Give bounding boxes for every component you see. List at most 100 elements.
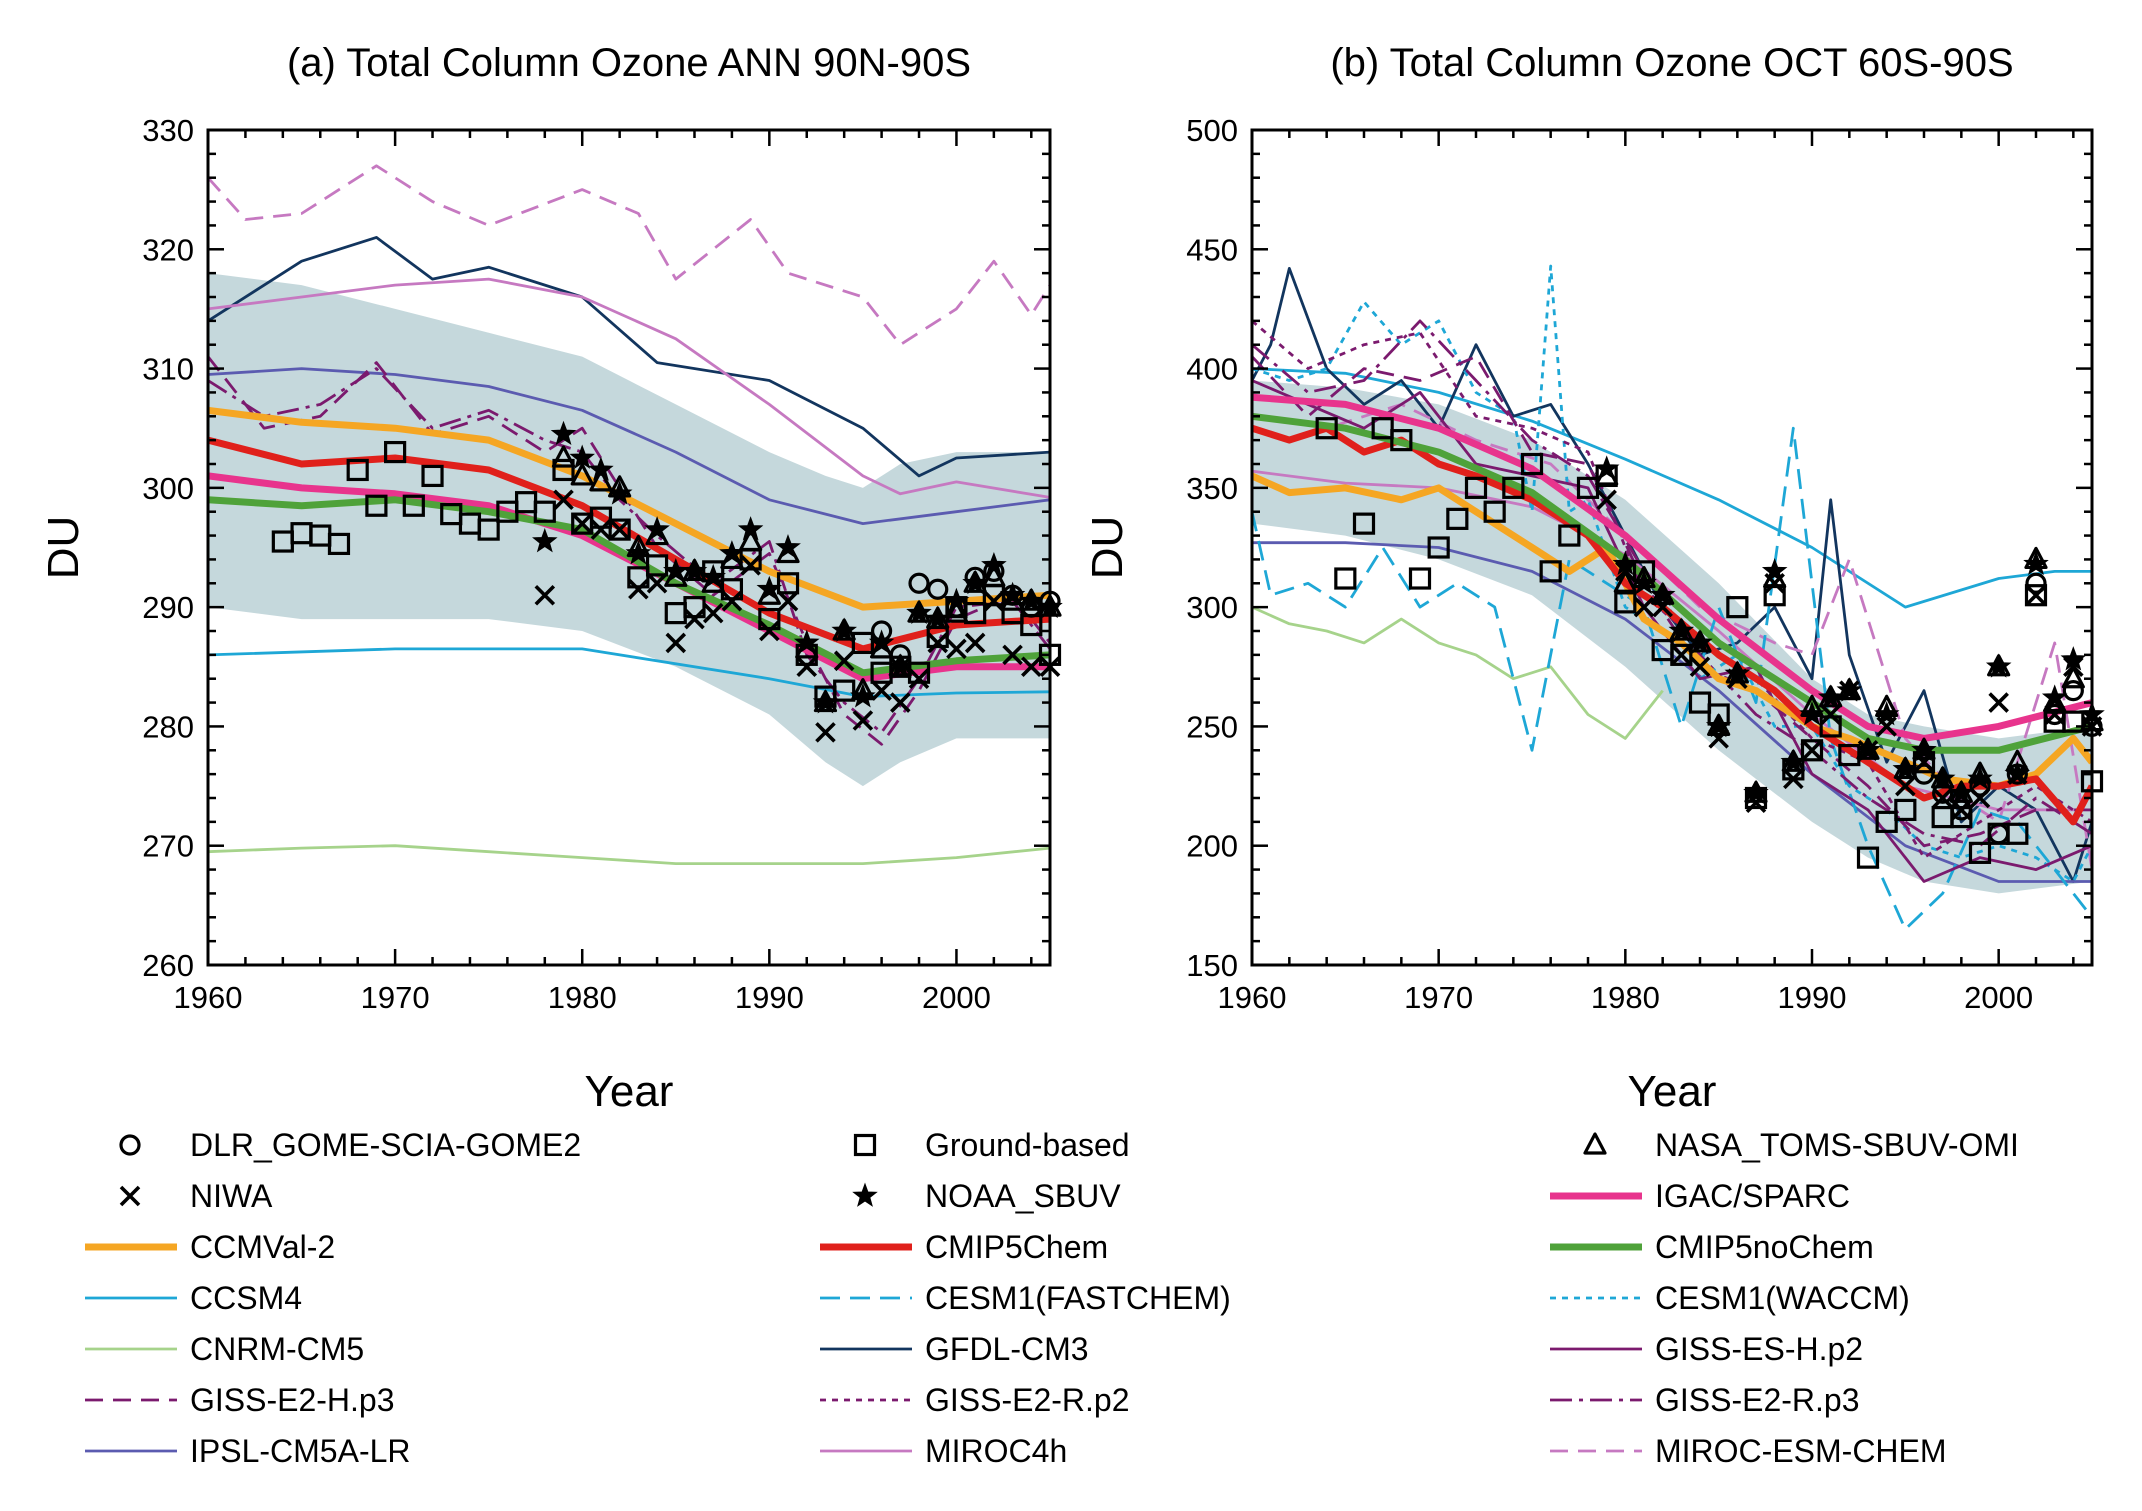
data-point (590, 519, 612, 540)
data-point (1800, 739, 1824, 762)
legend-item-nasa-toms-sbuv-omi: NASA_TOMS-SBUV-OMI (1583, 1127, 2019, 1163)
legend-label: GISS-E2-H.p3 (190, 1382, 395, 1418)
data-point (1688, 691, 1712, 714)
data-point (1649, 581, 1676, 607)
series-line-ccsm4 (1252, 367, 2092, 609)
data-point (964, 632, 986, 654)
legend-item-miroc4h: MIROC4h (820, 1433, 1067, 1469)
series-line-miroc-esm-chem (208, 164, 1050, 347)
legend-label: CESM1(FASTCHEM) (925, 1280, 1231, 1316)
data-point (1948, 779, 1975, 805)
series-line-cesm1-fastchem- (1252, 426, 2092, 931)
panel-a: 1960 1970 1980 1990 2000 260 270 280 290 300 310 32… (39, 41, 1063, 1116)
data-point (1633, 596, 1655, 618)
data-point (721, 590, 743, 612)
x-tick-label: 2000 (922, 980, 991, 1015)
series-line-ccmval-2 (208, 406, 1050, 611)
data-point (684, 608, 705, 630)
y-tick-label: 300 (142, 471, 194, 506)
data-point (609, 519, 630, 540)
legend-item-igac-sparc: IGAC/SPARC (1550, 1178, 1850, 1214)
data-point (346, 458, 369, 482)
x-tick-label: 1960 (174, 980, 243, 1015)
data-point (1988, 823, 2010, 845)
data-point (1911, 736, 1937, 762)
data-point (890, 692, 911, 713)
data-point (927, 632, 949, 654)
plot-frame (1250, 128, 2094, 967)
x-tick-label: 2000 (1964, 980, 2033, 1015)
data-point (1612, 550, 1639, 576)
legend-label: IPSL-CM5A-LR (190, 1433, 411, 1469)
data-point (759, 620, 780, 642)
data-point (1724, 660, 1751, 685)
legend-item-dlr-gome-scia-gome2: DLR_GOME-SCIA-GOME2 (119, 1127, 581, 1163)
data-point (906, 599, 932, 624)
legend-label: MIROC4h (925, 1433, 1067, 1469)
chart-title: (a) Total Column Ozone ANN 90N-90S (287, 41, 971, 85)
series-line-miroc-esm-chem (1252, 403, 2092, 870)
data-point (2062, 680, 2084, 702)
data-point (852, 710, 874, 731)
data-point (1969, 787, 1991, 809)
data-point (1817, 684, 1844, 709)
y-axis-label: DU (1083, 516, 1132, 580)
data-point (981, 551, 1007, 577)
data-point (1483, 500, 1506, 523)
legend-label: CESM1(WACCM) (1655, 1280, 1910, 1316)
data-point (1799, 701, 1825, 726)
data-point (608, 518, 631, 541)
data-point (2023, 550, 2049, 576)
data-point (850, 683, 876, 708)
data-point (1464, 476, 1488, 499)
data-point (775, 534, 801, 559)
data-point (1427, 536, 1450, 559)
data-point (2025, 584, 2047, 606)
data-point (1021, 656, 1042, 678)
y-tick-label: 270 (142, 829, 194, 864)
data-point (1390, 429, 1413, 452)
legend-item-ipsl-cm5a-lr: IPSL-CM5A-LR (85, 1433, 411, 1469)
legend-label: CCMVal-2 (190, 1229, 335, 1265)
data-point (1018, 587, 1045, 613)
data-point (2061, 666, 2085, 689)
data-point (421, 464, 444, 488)
legend-marker (853, 1133, 877, 1157)
data-point (1446, 507, 1469, 530)
data-point (681, 557, 708, 583)
data-point (793, 629, 820, 654)
legend-label: MIROC-ESM-CHEM (1655, 1433, 1947, 1469)
data-point (1988, 692, 2009, 713)
y-tick-label: 350 (1186, 471, 1238, 506)
data-point (943, 587, 970, 613)
series-line-ipsl-cm5a-lr (208, 367, 1050, 525)
data-point (2044, 704, 2065, 725)
data-point (1705, 712, 1732, 738)
data-point (1873, 701, 1900, 726)
data-point (665, 632, 687, 654)
series-line-igac-sparc (1252, 393, 2092, 742)
legend-item-cmip5chem: CMIP5Chem (820, 1229, 1108, 1265)
data-point (1875, 810, 1898, 833)
y-axis-label: DU (39, 516, 88, 580)
data-point (740, 555, 761, 576)
data-point (534, 584, 556, 606)
data-point (1726, 596, 1749, 619)
data-point (569, 444, 595, 469)
legend-marker (852, 1182, 878, 1207)
legend-label: GISS-E2-R.p2 (925, 1382, 1130, 1418)
y-tick-label: 310 (142, 352, 194, 387)
data-point (1631, 569, 1657, 595)
data-point (1745, 792, 1767, 814)
y-tick-label: 290 (142, 590, 194, 625)
y-tick-label: 150 (1186, 948, 1238, 983)
y-tick-label: 200 (1186, 829, 1238, 864)
data-point (1408, 567, 1432, 590)
data-point (1668, 617, 1695, 642)
x-tick-label: 1970 (361, 980, 430, 1015)
y-tick-label: 320 (142, 232, 194, 267)
data-point (927, 578, 949, 600)
y-tick-label: 330 (142, 113, 194, 148)
data-point (833, 650, 855, 672)
data-point (646, 573, 668, 594)
